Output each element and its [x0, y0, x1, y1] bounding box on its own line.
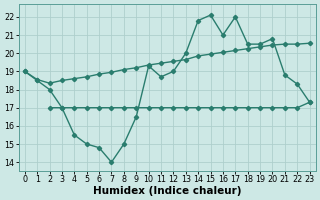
X-axis label: Humidex (Indice chaleur): Humidex (Indice chaleur): [93, 186, 242, 196]
